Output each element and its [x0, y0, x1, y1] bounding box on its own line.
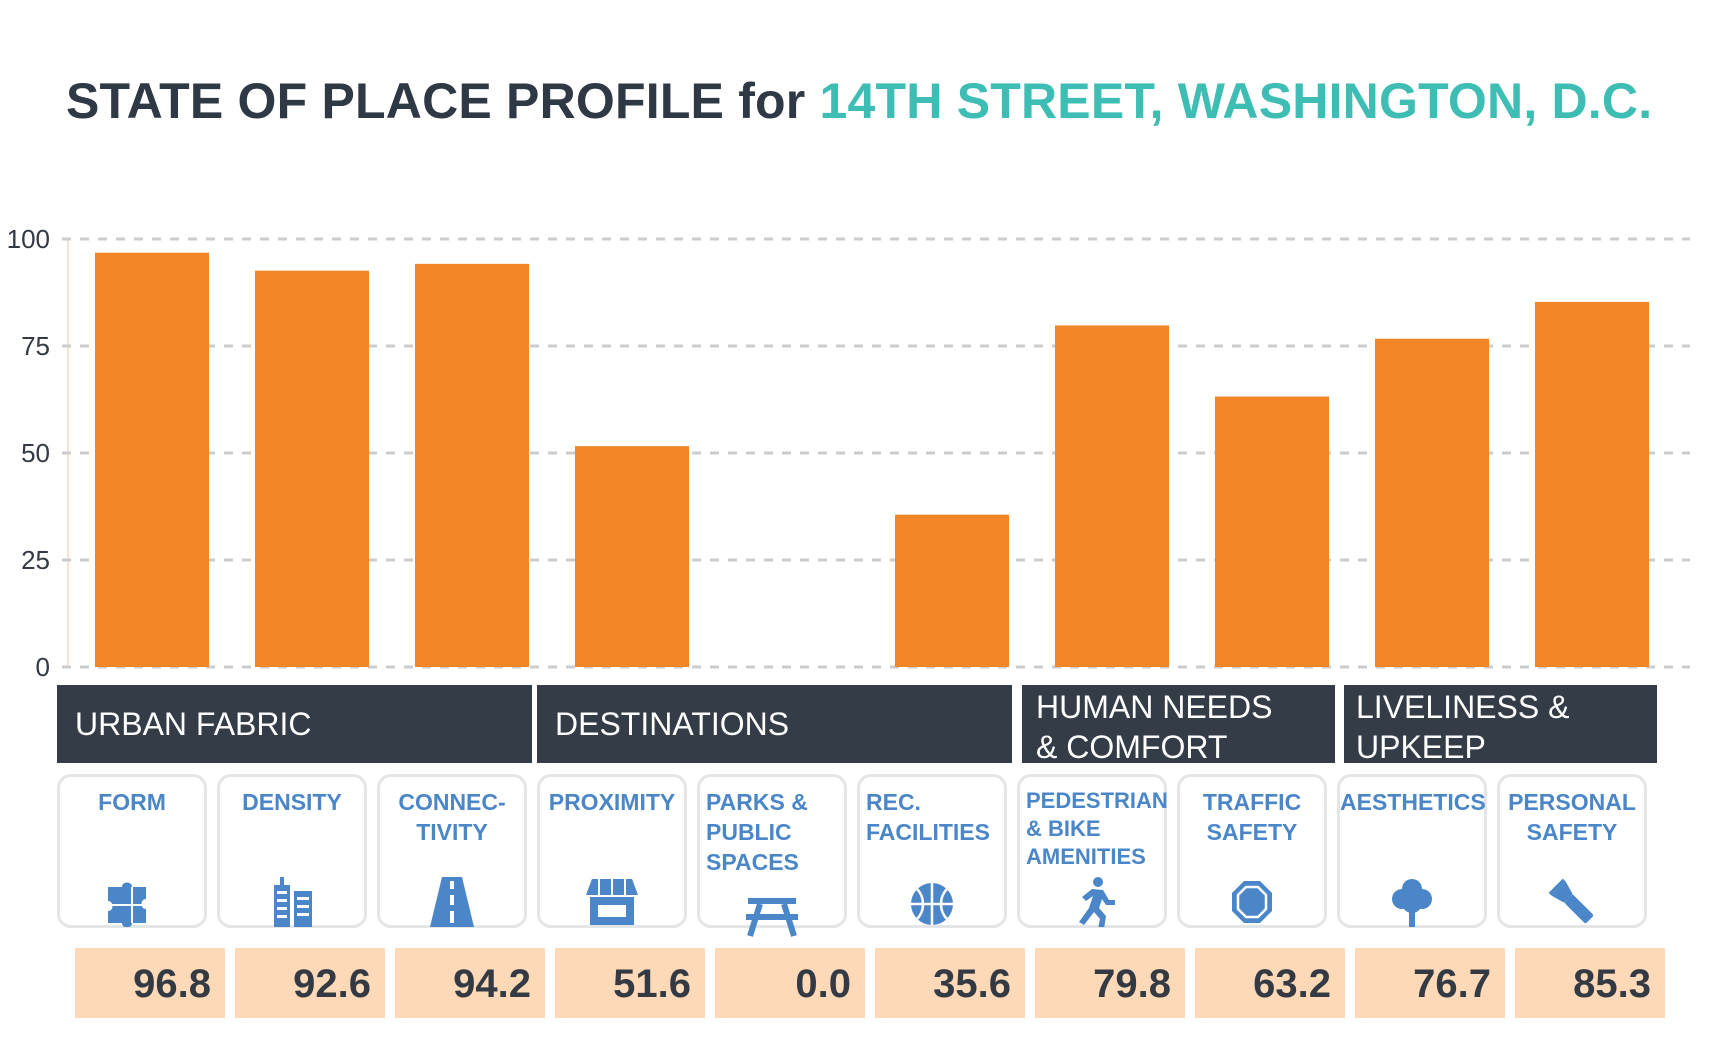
- metric-card-personal-safety: PERSONAL SAFETY: [1497, 774, 1647, 928]
- puzzle-icon: [104, 877, 160, 927]
- metric-label: CONNEC- TIVITY: [398, 789, 506, 845]
- value-parks: 0.0: [715, 948, 865, 1018]
- bar: [895, 514, 1009, 667]
- metric-card-parks: PARKS & PUBLIC SPACES: [697, 774, 847, 937]
- y-tick-label: 25: [21, 545, 50, 575]
- metric-label: PROXIMITY: [548, 789, 676, 815]
- value-proximity: 51.6: [555, 948, 705, 1018]
- value-pedestrian: 79.8: [1035, 948, 1185, 1018]
- title-prefix: STATE OF PLACE PROFILE for: [66, 73, 820, 129]
- category-band-urban-fabric: URBAN FABRIC: [57, 685, 532, 763]
- metric-card-rec-facilities: REC. FACILITIES: [857, 774, 1007, 928]
- picnic-table-icon: [744, 891, 800, 941]
- value-aesthetics: 76.7: [1355, 948, 1505, 1018]
- bar: [1215, 396, 1329, 667]
- metric-label: DENSITY: [242, 789, 342, 815]
- metric-label: TRAFFIC SAFETY: [1202, 789, 1302, 845]
- page-title: STATE OF PLACE PROFILE for 14TH STREET, …: [66, 72, 1652, 130]
- y-tick-label: 50: [21, 438, 50, 468]
- y-tick-label: 75: [21, 331, 50, 361]
- metric-card-connectivity: CONNEC- TIVITY: [377, 774, 527, 928]
- metric-label: AESTHETICS: [1340, 789, 1486, 815]
- stop-sign-icon: [1224, 877, 1280, 927]
- flashlight-icon: [1544, 877, 1600, 927]
- road-icon: [424, 877, 480, 927]
- metric-card-form: FORM: [57, 774, 207, 928]
- category-label: URBAN FABRIC: [75, 705, 312, 742]
- metric-card-pedestrian: PEDESTRIAN & BIKE AMENITIES: [1017, 774, 1168, 928]
- category-label: DESTINATIONS: [555, 705, 790, 742]
- metric-label: PARKS & PUBLIC SPACES: [706, 789, 808, 875]
- bar: [255, 270, 369, 667]
- metric-card-proximity: PROXIMITY: [537, 774, 687, 928]
- value-rec-facilities: 35.6: [875, 948, 1025, 1018]
- bar: [575, 446, 689, 667]
- bar: [1055, 325, 1169, 667]
- value-traffic-safety: 63.2: [1195, 948, 1345, 1018]
- y-tick-label: 100: [7, 224, 50, 254]
- value-form: 96.8: [75, 948, 225, 1018]
- metric-label: PEDESTRIAN & BIKE AMENITIES: [1026, 788, 1168, 869]
- bar: [1375, 338, 1489, 667]
- category-band-destinations: DESTINATIONS: [537, 685, 1012, 763]
- category-label: LIVELINESS & UPKEEP: [1356, 689, 1570, 765]
- tree-icon: [1384, 877, 1440, 927]
- runner-icon: [1064, 877, 1120, 927]
- bar: [415, 263, 529, 667]
- metric-card-density: DENSITY: [217, 774, 367, 928]
- metric-label: REC. FACILITIES: [866, 789, 990, 845]
- storefront-icon: [584, 877, 640, 927]
- category-band-liveliness: LIVELINESS & UPKEEP: [1344, 685, 1657, 765]
- buildings-icon: [264, 877, 320, 927]
- value-density: 92.6: [235, 948, 385, 1018]
- metric-label: PERSONAL SAFETY: [1508, 789, 1636, 845]
- category-band-human-needs: HUMAN NEEDS & COMFORT: [1022, 685, 1335, 765]
- basketball-icon: [904, 877, 960, 927]
- metric-card-aesthetics: AESTHETICS: [1337, 774, 1487, 928]
- y-tick-label: 0: [36, 652, 50, 682]
- title-location: 14TH STREET, WASHINGTON, D.C.: [819, 73, 1653, 129]
- bar: [1535, 301, 1649, 667]
- bar: [95, 252, 209, 668]
- metric-card-traffic-safety: TRAFFIC SAFETY: [1177, 774, 1327, 928]
- value-connectivity: 94.2: [395, 948, 545, 1018]
- value-personal-safety: 85.3: [1515, 948, 1665, 1018]
- metric-label: FORM: [98, 789, 166, 815]
- category-label: HUMAN NEEDS & COMFORT: [1036, 689, 1273, 765]
